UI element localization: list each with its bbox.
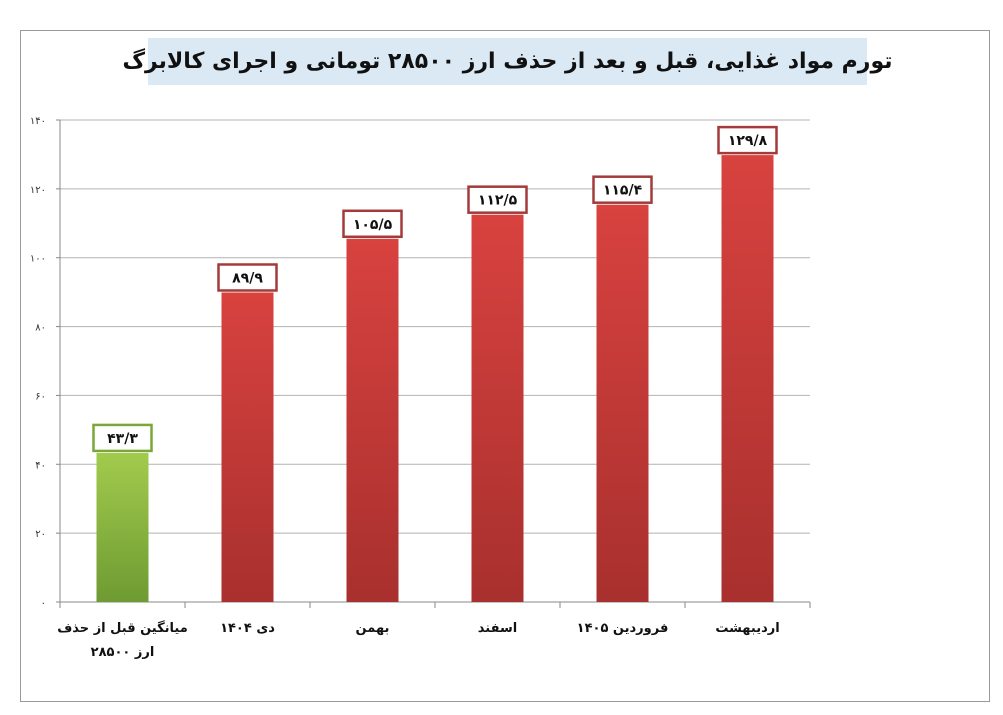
y-tick-label: ۶۰ bbox=[35, 391, 46, 402]
x-category-label: اردیبهشت bbox=[715, 621, 779, 636]
x-category-label: اسفند bbox=[478, 621, 517, 636]
y-tick-label: ۴۰ bbox=[35, 460, 46, 471]
bar-baseline bbox=[96, 452, 149, 602]
x-category-label: میانگین قبل از حذف bbox=[57, 620, 188, 636]
data-label-box bbox=[92, 423, 153, 453]
data-label-box bbox=[467, 185, 528, 214]
data-label: ۸۹/۹ bbox=[232, 270, 263, 286]
chart-title: تورم مواد غذایی، قبل و بعد از حذف ارز ۲۸… bbox=[122, 49, 893, 74]
data-label: ۱۱۵/۴ bbox=[603, 183, 643, 199]
y-tick-label: ۲۰ bbox=[35, 529, 46, 540]
chart-title-box: تورم مواد غذایی، قبل و بعد از حذف ارز ۲۸… bbox=[122, 38, 893, 85]
bar bbox=[221, 292, 274, 602]
data-label: ۱۰۵/۵ bbox=[353, 217, 393, 233]
x-category-label: دی ۱۴۰۴ bbox=[220, 621, 275, 636]
data-label: ۱۲۹/۸ bbox=[728, 133, 768, 149]
bar bbox=[346, 238, 399, 602]
x-category-label: فروردین ۱۴۰۵ bbox=[577, 621, 669, 636]
data-label: ۴۳/۳ bbox=[107, 431, 138, 447]
y-tick-label: ۸۰ bbox=[35, 323, 46, 334]
y-tick-label: ۱۰۰ bbox=[30, 254, 46, 265]
y-tick-label: ۱۲۰ bbox=[30, 185, 46, 196]
x-category-label: ارز ۲۸۵۰۰ bbox=[91, 645, 155, 660]
data-label-box bbox=[217, 263, 278, 292]
x-category-label: بهمن bbox=[356, 621, 390, 636]
bar bbox=[596, 204, 649, 603]
y-tick-label: ۱۴۰ bbox=[30, 116, 46, 127]
bar bbox=[471, 214, 524, 602]
data-label: ۱۱۲/۵ bbox=[478, 193, 518, 209]
data-label-box bbox=[717, 125, 778, 155]
data-label-box bbox=[342, 209, 403, 239]
data-label-box bbox=[592, 175, 653, 204]
bar bbox=[721, 155, 774, 603]
y-tick-label: ۰ bbox=[41, 598, 46, 609]
